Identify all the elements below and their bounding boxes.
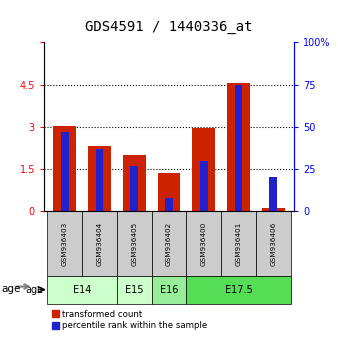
Bar <box>158 173 180 211</box>
Text: GSM936402: GSM936402 <box>166 221 172 266</box>
Text: GDS4591 / 1440336_at: GDS4591 / 1440336_at <box>85 19 253 34</box>
FancyBboxPatch shape <box>152 275 186 304</box>
Bar <box>130 166 138 211</box>
Text: E16: E16 <box>160 285 178 295</box>
Bar <box>200 161 208 211</box>
Text: E15: E15 <box>125 285 144 295</box>
Bar <box>53 126 76 211</box>
Text: GSM936405: GSM936405 <box>131 221 137 266</box>
Bar <box>123 155 146 211</box>
Bar <box>227 83 250 211</box>
FancyBboxPatch shape <box>186 211 221 275</box>
FancyBboxPatch shape <box>117 211 152 275</box>
Bar <box>165 198 173 211</box>
Bar <box>96 149 103 211</box>
Bar <box>192 128 215 211</box>
Text: GSM936406: GSM936406 <box>270 221 276 266</box>
Text: age: age <box>25 285 43 295</box>
Bar <box>61 132 69 211</box>
Text: age: age <box>2 284 21 293</box>
Text: GSM936404: GSM936404 <box>97 221 102 266</box>
Text: GSM936401: GSM936401 <box>236 221 241 266</box>
Text: GSM936400: GSM936400 <box>201 221 207 266</box>
FancyBboxPatch shape <box>82 211 117 275</box>
FancyBboxPatch shape <box>221 211 256 275</box>
Bar <box>269 177 277 211</box>
Text: E17.5: E17.5 <box>225 285 252 295</box>
Text: GSM936403: GSM936403 <box>62 221 68 266</box>
FancyBboxPatch shape <box>47 275 117 304</box>
Bar <box>88 146 111 211</box>
FancyBboxPatch shape <box>152 211 186 275</box>
FancyBboxPatch shape <box>186 275 291 304</box>
Legend: transformed count, percentile rank within the sample: transformed count, percentile rank withi… <box>48 306 211 333</box>
Text: E14: E14 <box>73 285 91 295</box>
FancyBboxPatch shape <box>117 275 152 304</box>
FancyBboxPatch shape <box>256 211 291 275</box>
Bar <box>262 209 285 211</box>
Bar <box>235 85 242 211</box>
FancyBboxPatch shape <box>47 211 82 275</box>
